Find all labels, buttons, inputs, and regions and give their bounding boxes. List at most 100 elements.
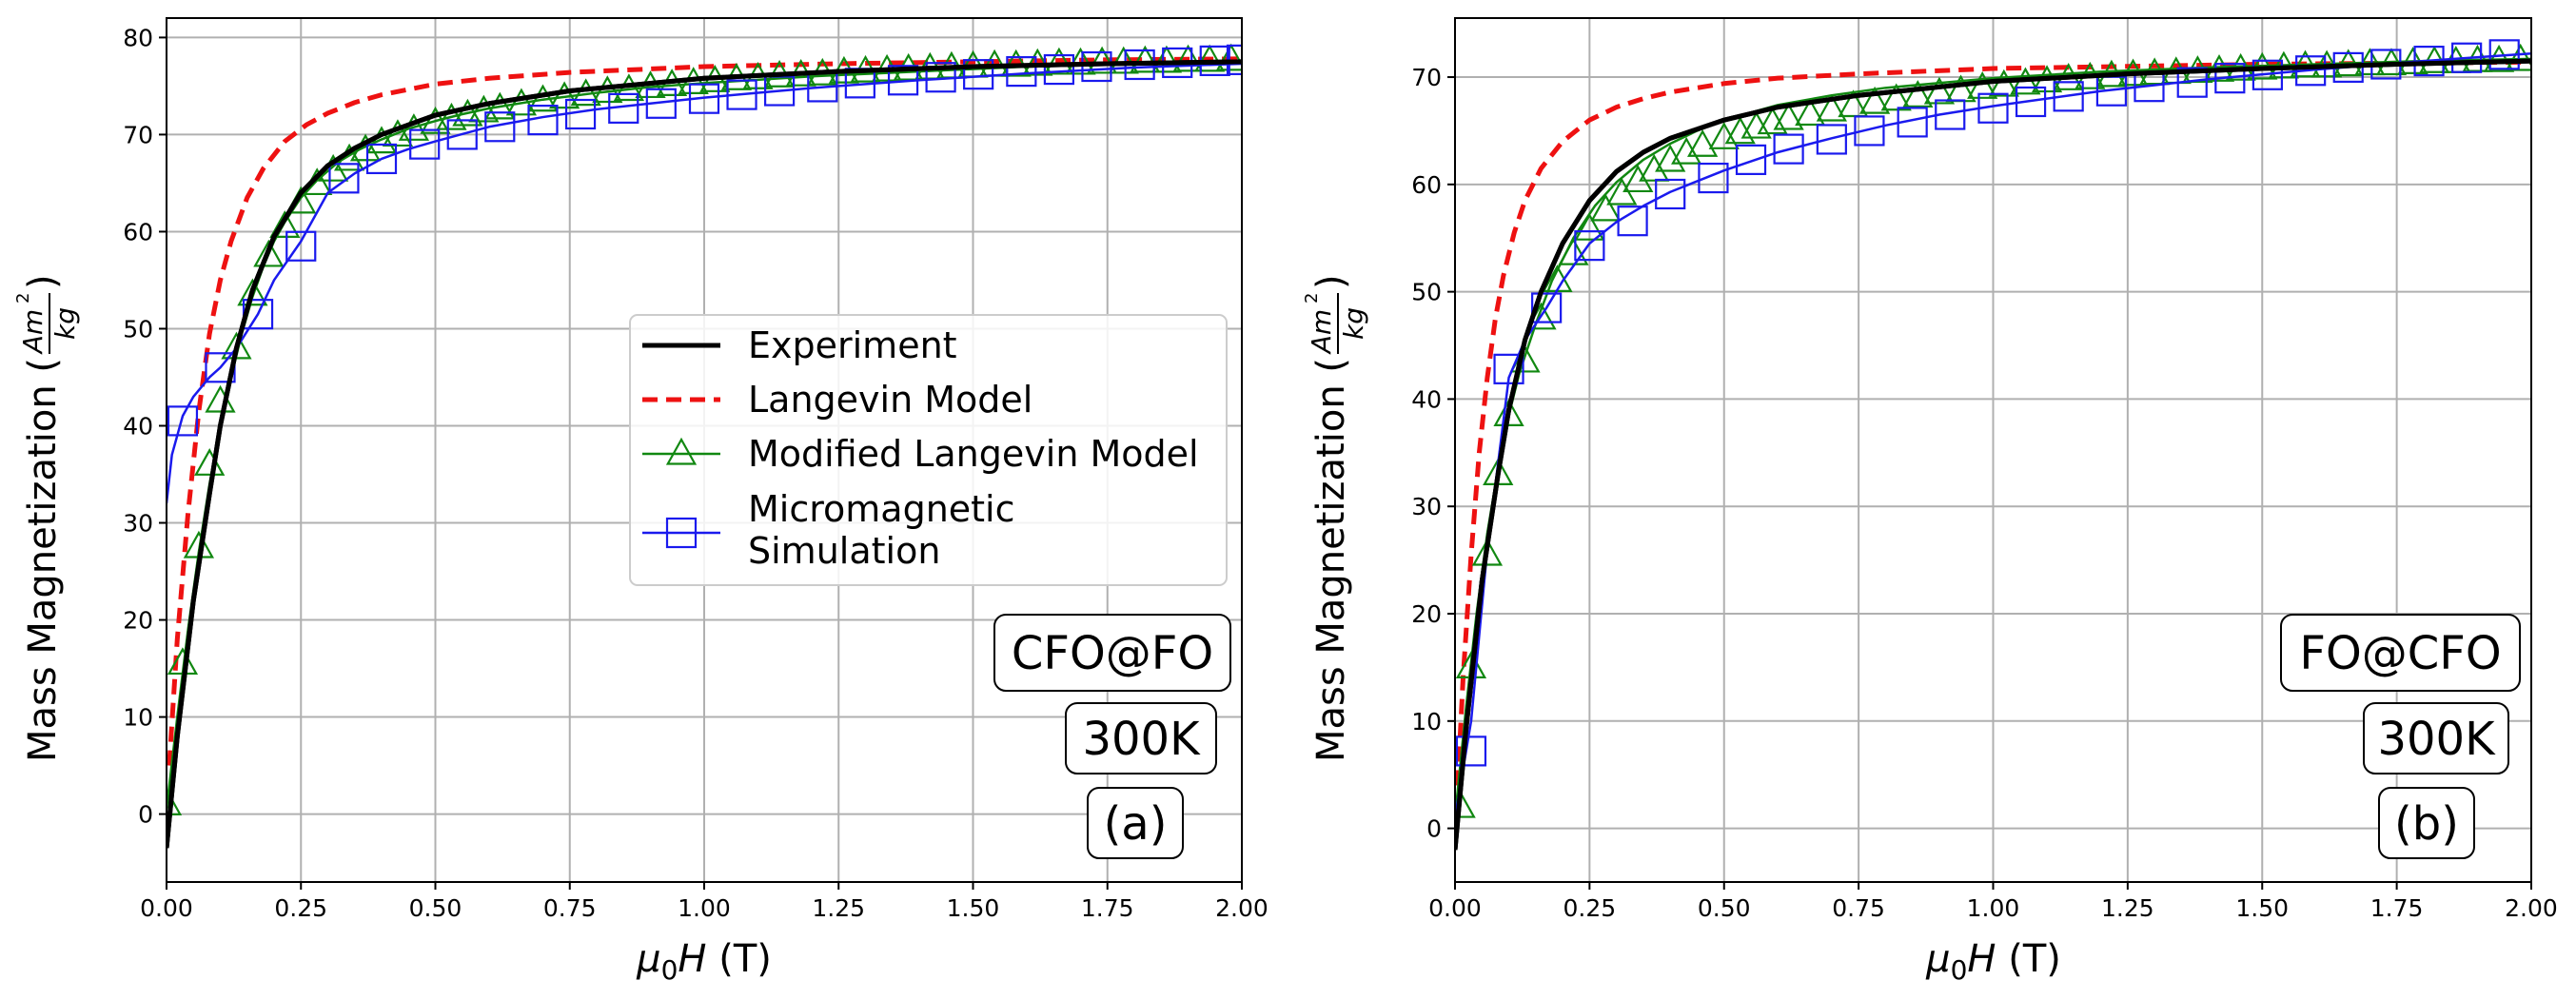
modified-langevin-model-marker	[1471, 538, 1504, 566]
modified-langevin-model-marker	[253, 239, 285, 267]
modified-langevin-model-marker	[505, 88, 538, 116]
x-tick-label: 2.00	[1215, 894, 1268, 922]
micromagnetic-simulation-marker	[2015, 86, 2047, 118]
micromagnetic-simulation-marker	[925, 62, 956, 93]
x-axis-label-symbol: μ	[636, 937, 660, 981]
experiment-line-top	[1455, 58, 2531, 851]
modified-langevin-model-marker	[1590, 193, 1622, 222]
y-axis-label-numerator: Am	[1306, 309, 1337, 355]
y-tick-label: 30	[1411, 493, 1442, 520]
modified-langevin-model-marker	[1108, 46, 1139, 74]
modified-langevin-model-marker	[570, 78, 601, 107]
y-axis-label-close: )	[1309, 274, 1353, 289]
micromagnetic-simulation-marker	[2451, 42, 2483, 73]
modified-langevin-model-marker	[1724, 116, 1756, 145]
micromagnetic-simulation-marker	[2053, 81, 2084, 112]
micromagnetic-simulation-marker	[484, 111, 516, 143]
x-axis-label-symbol: μ	[1925, 937, 1950, 981]
modified-langevin-model-marker	[269, 210, 301, 238]
modified-langevin-model-marker	[1493, 399, 1524, 426]
y-axis-label-superscript: 2	[13, 293, 33, 304]
micromagnetic-simulation-marker	[645, 88, 677, 119]
modified-langevin-model-marker	[2483, 44, 2515, 72]
micromagnetic-simulation-marker	[2295, 55, 2327, 87]
micromagnetic-simulation-marker	[887, 65, 919, 96]
legend-entry-micromagnetic-label-line2: Simulation	[748, 530, 940, 572]
modified-langevin-model-marker	[1671, 136, 1702, 165]
sample-label-box	[2280, 614, 2521, 692]
modified-langevin-model-marker	[1639, 153, 1670, 182]
panel-a: 0.00 0.25 0.50 0.75 1.00 1.25 1.50 1.75 2.00 0 10 2…	[13, 17, 1268, 986]
x-tick-label: 1.25	[2101, 894, 2154, 922]
micromagnetic-simulation-marker	[2214, 63, 2246, 94]
y-tick-label: 70	[1411, 64, 1442, 91]
x-axis-label-sub: 0	[1951, 954, 1968, 986]
micromagnetic-simulation-marker	[2252, 59, 2284, 90]
y-tick-label: 30	[123, 510, 153, 538]
micromagnetic-simulation-marker	[1006, 56, 1037, 88]
modified-langevin-model-marker	[1193, 44, 1226, 72]
panel-label-box	[1087, 787, 1184, 859]
x-tick-label: 0.75	[1832, 894, 1885, 922]
modified-langevin-model-marker	[1773, 102, 1804, 130]
micromagnetic-simulation-marker	[1455, 735, 1487, 767]
micromagnetic-simulation-marker	[285, 230, 317, 262]
micromagnetic-simulation-marker	[446, 119, 478, 150]
modified-langevin-model-marker	[1172, 44, 1204, 72]
x-tick-label: 0.25	[274, 894, 327, 922]
x-tick-label: 0.25	[1563, 894, 1617, 922]
legend-entry-modified-langevin-model-marker	[665, 437, 698, 465]
modified-langevin-model-marker	[1130, 45, 1161, 73]
langevin-model-line	[1455, 59, 2531, 786]
modified-langevin-model-marker	[1150, 45, 1183, 73]
modified-langevin-model-marker	[1086, 46, 1118, 74]
panel-label: (a)	[1104, 797, 1168, 851]
panel-label-box	[2378, 787, 2475, 859]
micromagnetic-simulation-marker	[1935, 99, 1966, 130]
modified-langevin-model-marker	[1816, 93, 1847, 122]
y-axis-label-numerator: Am	[17, 309, 49, 355]
y-tick-label: 10	[123, 704, 153, 732]
micromagnetic-simulation-marker	[1773, 133, 1804, 165]
y-tick-label: 60	[1411, 171, 1442, 199]
x-tick-label: 0.00	[140, 894, 193, 922]
langevin-model-line	[167, 56, 1242, 766]
micromagnetic-simulation-marker	[167, 405, 199, 437]
x-axis-label-sub: 0	[661, 954, 678, 986]
x-axis-label-unit: (T)	[707, 937, 772, 981]
modified-langevin-model-marker	[1838, 89, 1869, 118]
micromagnetic-simulation-marker	[1617, 206, 1648, 237]
plot-area	[167, 43, 1242, 849]
x-tick-label: 1.00	[678, 894, 731, 922]
modified-langevin-model-marker	[1902, 80, 1934, 108]
y-axis-label-close: )	[21, 274, 65, 289]
micromagnetic-simulation-marker	[1977, 92, 2009, 124]
micromagnetic-simulation-marker	[608, 92, 639, 124]
x-axis-label: μ0H (T)	[1925, 937, 2061, 986]
modified-langevin-model-marker	[1923, 76, 1956, 105]
panel-label: (b)	[2394, 797, 2459, 851]
x-axis-label-unit: (T)	[1996, 937, 2061, 981]
modified-langevin-model-marker	[1574, 212, 1605, 241]
x-tick-label: 1.50	[947, 894, 1000, 922]
y-tick-label: 50	[123, 315, 153, 343]
y-tick-label: 70	[123, 121, 153, 148]
modified-langevin-model-marker	[1622, 165, 1654, 193]
modified-langevin-model-marker	[2290, 49, 2321, 78]
x-tick-label: 0.50	[409, 894, 462, 922]
sample-label-box	[993, 614, 1231, 692]
micromagnetic-simulation-marker	[688, 83, 720, 114]
modified-langevin-model-marker	[1967, 71, 1998, 99]
micromagnetic-simulation-marker	[1897, 107, 1928, 138]
legend-entry-langevin-model-label: Langevin Model	[748, 379, 1032, 421]
y-axis-label: Mass Magnetization (Am 2 kg)	[1302, 274, 1369, 762]
legend-entry-micromagnetic-label: Micromagnetic	[748, 488, 1015, 530]
legend-entry-experiment-label: Experiment	[748, 324, 957, 366]
temperature-label-box	[2363, 702, 2509, 775]
x-axis-label: μ0H (T)	[636, 937, 772, 986]
x-axis-label-var: H	[1967, 937, 1996, 981]
x-axis-label-var: H	[678, 937, 706, 981]
micromagnetic-simulation-marker	[2176, 67, 2208, 98]
y-tick-label: 60	[123, 218, 153, 245]
